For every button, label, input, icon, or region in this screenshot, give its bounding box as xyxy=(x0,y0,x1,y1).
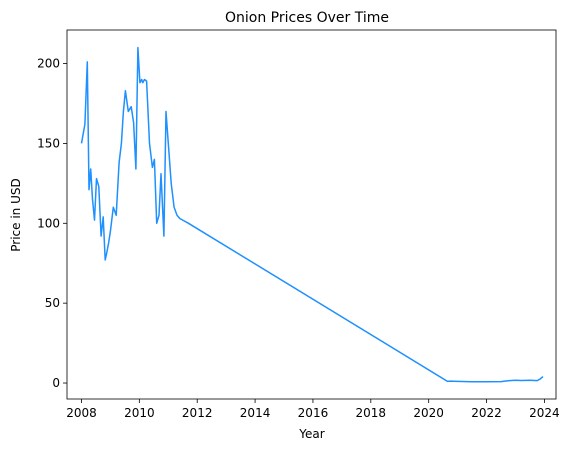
x-tick-label: 2012 xyxy=(182,406,213,420)
plot-area xyxy=(66,29,557,400)
x-tick-label: 2020 xyxy=(413,406,444,420)
x-tick-label: 2014 xyxy=(240,406,271,420)
x-tick-label: 2024 xyxy=(529,406,560,420)
x-tick-label: 2018 xyxy=(356,406,387,420)
x-tick-label: 2022 xyxy=(471,406,502,420)
y-tick-label: 200 xyxy=(37,57,60,71)
chart-title: Onion Prices Over Time xyxy=(225,10,389,26)
y-axis-ticks: 0 50 100 150 200 xyxy=(37,57,67,390)
y-tick-label: 100 xyxy=(37,216,60,230)
x-tick-label: 2016 xyxy=(298,406,329,420)
y-tick-label: 150 xyxy=(37,136,60,150)
y-tick-label: 50 xyxy=(45,296,60,310)
y-axis-title: Price in USD xyxy=(9,178,23,251)
x-axis-title: Year xyxy=(298,427,324,441)
x-tick-label: 2008 xyxy=(66,406,97,420)
price-series-line xyxy=(80,46,544,383)
x-tick-label: 2010 xyxy=(124,406,155,420)
y-tick-label: 0 xyxy=(52,376,60,390)
x-axis-ticks: 2008 2010 2012 2014 2016 2018 2020 2022 2024 xyxy=(66,399,560,420)
